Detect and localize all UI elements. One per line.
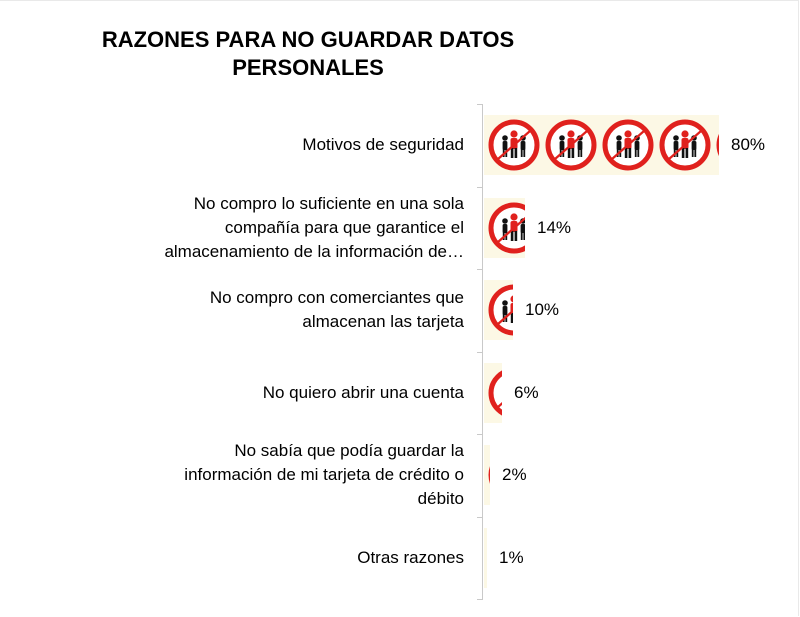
- chart-title-line-2: PERSONALES: [232, 55, 384, 80]
- axis-tick: [477, 599, 483, 600]
- category-label: No compro lo suficiente en una sola compa…: [84, 192, 464, 264]
- bar: [484, 363, 502, 423]
- category-label-line: No sabía que podía guardar la: [234, 441, 464, 460]
- category-label: No quiero abrir una cuenta: [84, 381, 464, 405]
- no-entry-people-icon: [545, 119, 597, 171]
- axis-tick: [477, 434, 483, 435]
- value-label: 10%: [525, 300, 560, 319]
- bar: [484, 115, 719, 175]
- axis-tick: [477, 517, 483, 518]
- value-label: 2%: [502, 465, 527, 484]
- category-label: Otras razones: [84, 546, 464, 570]
- category-label-line: almacenan las tarjeta: [302, 312, 464, 331]
- category-label-line: No quiero abrir una cuenta: [262, 383, 464, 402]
- axis-tick: [477, 269, 483, 270]
- value-label: 14%: [537, 218, 572, 237]
- axis-tick: [477, 352, 483, 353]
- category-label-line: Motivos de seguridad: [302, 135, 464, 154]
- category-label-line: No compro lo suficiente en una sola: [193, 194, 464, 213]
- no-entry-people-icon: [488, 449, 490, 501]
- value-label: 1%: [499, 548, 524, 567]
- value-label: 6%: [514, 383, 539, 402]
- category-label-line: compañía para que garantice el: [224, 218, 464, 237]
- category-label-line: débito: [417, 489, 464, 508]
- no-entry-people-icon: [488, 284, 513, 336]
- category-label: No compro con comerciantes que almacenan …: [84, 286, 464, 334]
- no-entry-people-icon: [488, 119, 540, 171]
- category-label: Motivos de seguridad: [84, 133, 464, 157]
- no-entry-people-icon: [602, 119, 654, 171]
- category-label-line: información de mi tarjeta de crédito o: [184, 465, 464, 484]
- no-entry-people-icon: [488, 367, 502, 419]
- bar: [484, 445, 490, 505]
- chart-title-line-1: RAZONES PARA NO GUARDAR DATOS: [101, 27, 515, 52]
- no-entry-people-icon: [659, 119, 711, 171]
- axis-tick: [477, 104, 483, 105]
- no-entry-people-icon: [488, 202, 525, 254]
- no-entry-people-icon: [716, 119, 719, 171]
- axis-tick: [477, 187, 483, 188]
- category-label-line: Otras razones: [357, 548, 464, 567]
- bar: [484, 280, 513, 340]
- category-label: No sabía que podía guardar la información…: [84, 439, 464, 511]
- category-label-line: almacenamiento de la información de…: [164, 242, 464, 261]
- bar: [484, 528, 487, 588]
- value-label: 80%: [731, 135, 766, 154]
- bar: [484, 198, 525, 258]
- category-label-line: No compro con comerciantes que: [209, 288, 464, 307]
